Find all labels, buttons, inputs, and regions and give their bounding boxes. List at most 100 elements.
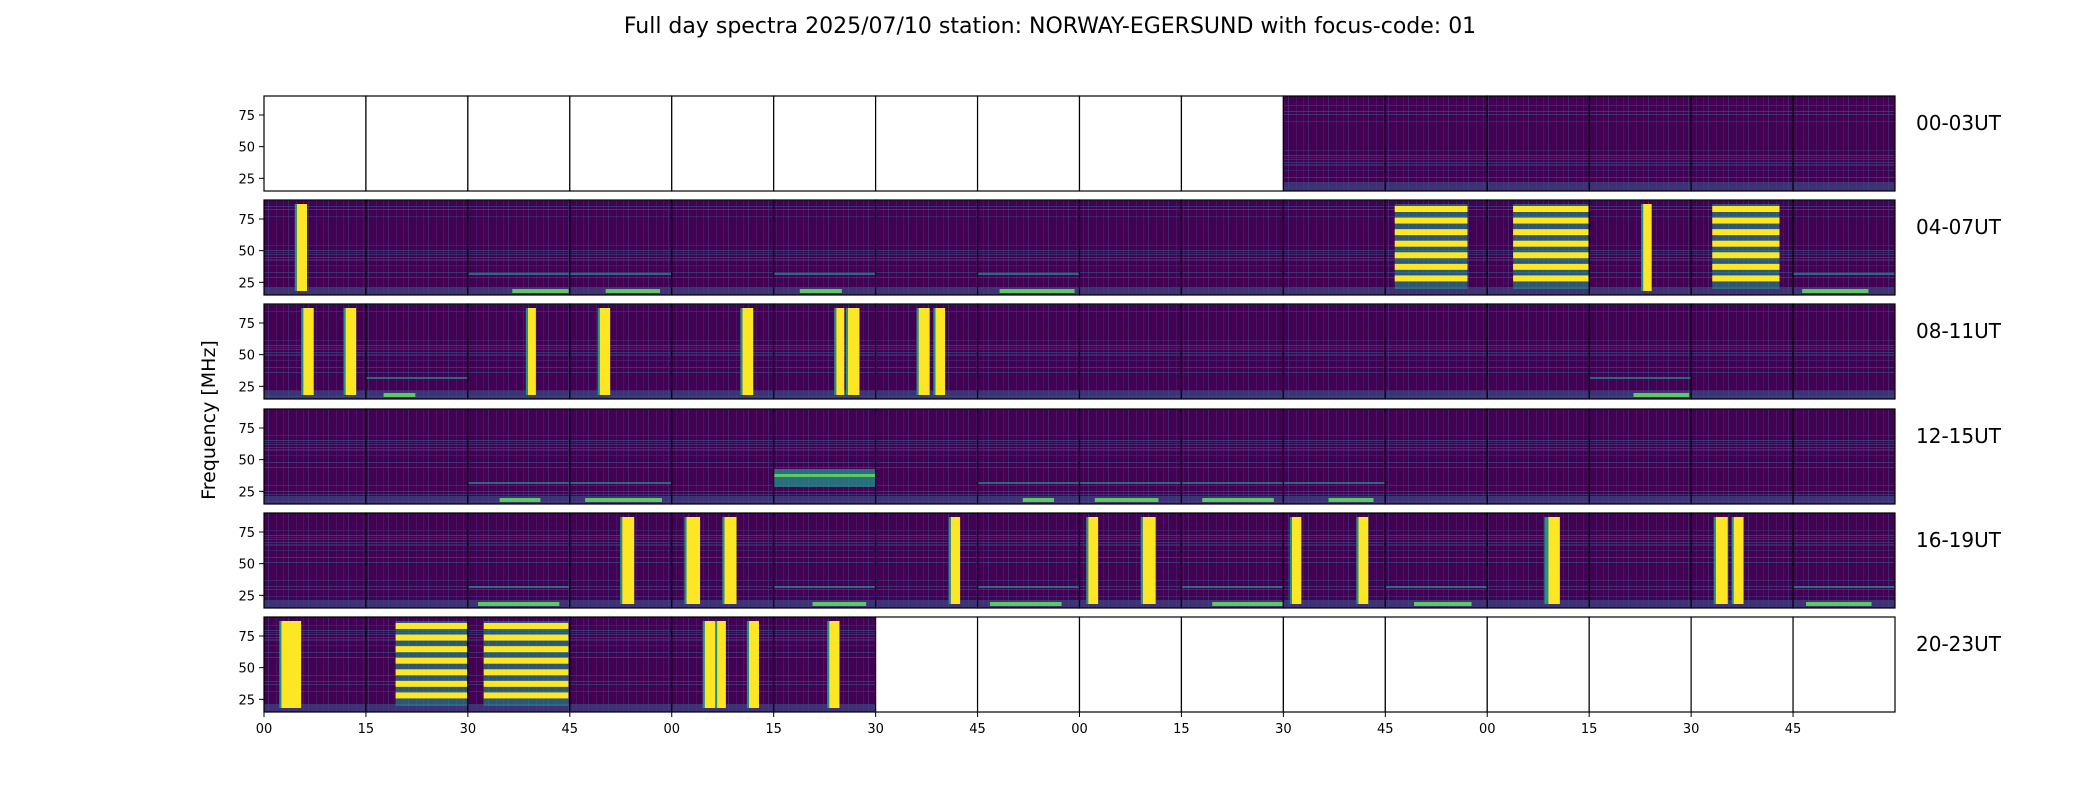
strong-line [1513, 275, 1593, 282]
noise-floor [1079, 600, 1182, 608]
x-tick-label: 30 [1275, 722, 1292, 737]
strong-line [1513, 206, 1593, 212]
panel-texture [1589, 409, 1692, 504]
spectral-line [1283, 482, 1386, 484]
empty-panel-bg [365, 96, 468, 191]
burst-edge [620, 517, 623, 604]
y-tick-label: 75 [238, 422, 255, 437]
noise-floor [671, 287, 774, 295]
empty-panel-bg [1283, 617, 1386, 712]
row-time-label: 04-07UT [1916, 215, 2002, 239]
noise-floor [1589, 496, 1692, 504]
noise-floor [1487, 183, 1590, 191]
spectrum-panel [773, 199, 877, 296]
x-tick-label: 00 [663, 722, 680, 737]
panel-texture [1385, 409, 1488, 504]
burst-edge [722, 517, 725, 604]
spectrum-panel [1588, 199, 1692, 296]
strong-line [1394, 275, 1468, 282]
burst-band [599, 308, 611, 395]
strong-line [395, 692, 476, 699]
burst-edge [1544, 517, 1547, 604]
burst-band [291, 621, 302, 708]
noise-floor [1487, 496, 1590, 504]
spectrum-panel [1588, 95, 1692, 192]
strong-line [1513, 229, 1593, 236]
noise-floor [365, 391, 468, 399]
panel-texture [977, 409, 1080, 504]
burst-edge [343, 308, 346, 395]
low-band-emission [499, 498, 541, 502]
strong-line [483, 657, 569, 664]
panel-texture [264, 409, 366, 504]
spectrum-panel [569, 512, 673, 609]
empty-panel-bg [264, 96, 366, 191]
noise-floor [773, 391, 876, 399]
panel-texture [1283, 200, 1386, 295]
empty-panel-bg [773, 96, 876, 191]
burst-band [1548, 517, 1558, 604]
burst-edge [525, 308, 528, 395]
spectrum-panel [467, 95, 571, 192]
low-band-emission [1806, 602, 1872, 606]
spectrum-panel [976, 408, 1081, 505]
spectrum-panel [976, 512, 1081, 609]
spectral-line [467, 586, 570, 588]
burst-band [918, 308, 930, 395]
spectrum-panel [1180, 199, 1284, 296]
panel-texture [1385, 513, 1488, 608]
panel-texture [875, 513, 978, 608]
empty-panel-bg [467, 96, 570, 191]
panel-texture [1691, 96, 1794, 191]
y-tick-label: 25 [238, 589, 255, 604]
empty-panel-bg [1181, 96, 1284, 191]
x-tick-label: 45 [1785, 722, 1802, 737]
spectrum-panel [1078, 199, 1183, 296]
strong-line [1394, 240, 1468, 247]
noise-floor [1385, 391, 1488, 399]
noise-floor [1181, 391, 1284, 399]
spectral-line [977, 586, 1080, 588]
strong-line [1513, 217, 1593, 224]
spectrum-panel [365, 408, 469, 505]
burst-band [303, 308, 314, 395]
panel-texture [1079, 304, 1182, 399]
noise-floor [264, 391, 366, 399]
spectrum-panel [365, 616, 476, 713]
noise-floor [1589, 183, 1692, 191]
spectrum-panel [1792, 303, 1896, 400]
x-tick-label: 45 [969, 722, 986, 737]
row-time-label: 12-15UT [1916, 424, 2002, 448]
burst-band [281, 621, 293, 708]
panel-texture [569, 409, 672, 504]
panel-texture [1283, 96, 1386, 191]
panel-texture [365, 304, 468, 399]
spectrum-panel [1282, 199, 1386, 296]
spectrum-panel [365, 199, 469, 296]
x-tick-label: 00 [1479, 722, 1496, 737]
burst-band [836, 308, 845, 395]
burst-band [622, 517, 635, 604]
panel-texture [467, 200, 570, 295]
spectral-line [569, 273, 672, 275]
panel-texture [569, 200, 672, 295]
strong-line [1513, 240, 1593, 247]
noise-floor [1079, 287, 1182, 295]
noise-floor [1691, 183, 1794, 191]
strong-line [483, 646, 569, 653]
burst-edge [301, 308, 304, 395]
burst-edge [1713, 517, 1716, 604]
burst-band [1088, 517, 1099, 604]
strong-line [395, 669, 476, 676]
burst-band [296, 204, 308, 291]
noise-floor [365, 600, 468, 608]
spectrum-panel [1690, 303, 1794, 400]
panel-texture [1793, 513, 1895, 608]
spectrum-panel [773, 303, 877, 400]
spectrum-panel [671, 303, 775, 400]
strong-line [1394, 263, 1468, 270]
noise-floor [875, 496, 978, 504]
spectrum-panel [875, 512, 979, 609]
noise-floor [1385, 183, 1488, 191]
burst-edge [1546, 517, 1549, 604]
